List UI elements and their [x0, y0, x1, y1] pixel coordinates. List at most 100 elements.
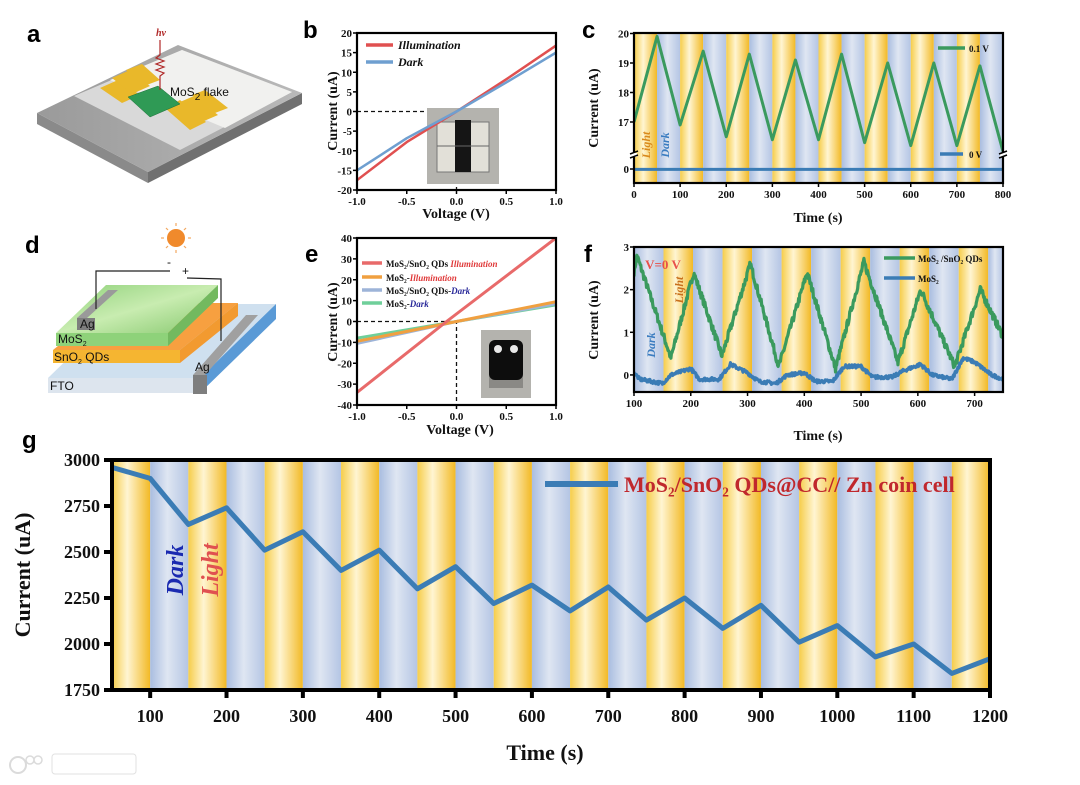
light-period-band — [680, 33, 704, 183]
legend-label: Illumination — [397, 38, 461, 52]
legend-label: MoS₂ — [918, 274, 939, 284]
annotation-light: Light — [639, 131, 653, 159]
plot-area — [112, 460, 990, 690]
y-axis-title: Current (uA) — [10, 513, 35, 638]
y-tick-label: 2500 — [64, 542, 100, 562]
y-tick-label: 2250 — [64, 588, 100, 608]
ag-right-top — [193, 315, 258, 375]
x-tick-label: 200 — [683, 398, 700, 410]
light-period-band — [634, 33, 658, 183]
dark-period-band — [657, 33, 681, 183]
plot-frame — [632, 245, 1005, 394]
light-period-band — [112, 460, 151, 690]
y-tick-label: 10 — [341, 296, 353, 308]
y-tick-label: 2750 — [64, 496, 100, 516]
legend-entry: MoS₂ /SnO₂ QDs — [918, 254, 983, 264]
legend-label-suffix: Illumination — [449, 259, 497, 269]
y-axis-title: Current (uA) — [587, 68, 602, 148]
wire-positive — [186, 277, 222, 341]
x-tick-label: 0.0 — [450, 411, 464, 423]
wire-negative — [95, 270, 170, 309]
chart-b: -1.0 -0.5 0.0 0.5 1.0 -20 -15 -10 -5 0 5 10 15 20 Volt… — [326, 28, 563, 222]
y-axis-title: Current (uA) — [326, 71, 341, 151]
y-tick-label: 19 — [618, 58, 630, 70]
panel-label-f: f — [584, 241, 593, 268]
series-line-0 — [357, 238, 556, 394]
x-tick-label: 0.5 — [499, 196, 513, 208]
x-tick-label: -1.0 — [348, 411, 366, 423]
x-tick-label: 1.0 — [549, 196, 563, 208]
y-tick-label: 5 — [347, 87, 353, 99]
axis-break — [631, 153, 637, 157]
mos2-front — [56, 333, 168, 346]
x-tick-label: 400 — [366, 706, 393, 726]
x-tick-label: 200 — [213, 706, 240, 726]
x-tick-label: 800 — [995, 189, 1012, 201]
x-tick-label: 600 — [910, 398, 927, 410]
mos2-flake — [127, 85, 181, 118]
series-line-0 — [112, 464, 990, 676]
dark-period-band — [841, 33, 865, 183]
mos2-layer-label: MoS2 — [58, 332, 87, 348]
legend-entry: MoS₂/SnO₂ QDs@CC// Zn coin cell — [624, 472, 955, 497]
legend-label: MoS₂ /SnO₂ QDs — [918, 254, 983, 264]
y-tick-label: 0 — [347, 317, 353, 329]
legend-entry: MoS₂-Dark — [386, 299, 429, 309]
y-tick-label: -5 — [343, 126, 353, 138]
sno2-layer-label: SnO2 QDs — [54, 350, 109, 366]
sun-icon — [161, 223, 191, 253]
y-tick-label: 15 — [341, 48, 353, 60]
chart-f: 100 200 300 400 500 600 700 0 1 2 3 Time (s) Current… — [587, 242, 1005, 444]
annotation-light: Light — [198, 542, 224, 598]
series-line-0 — [634, 34, 1003, 152]
dark-period-band — [302, 460, 342, 690]
y-tick-label: 3000 — [64, 450, 100, 470]
chart-c: 0 100 200 300 400 500 600 700 800 0 17 18 19 20 Time (… — [587, 29, 1012, 227]
legend-label: MoS₂- — [386, 299, 410, 309]
panel-label-b: b — [303, 17, 318, 44]
y-axis-title: Current (uA) — [326, 282, 341, 362]
ag-left-top — [77, 290, 118, 318]
light-period-band — [818, 33, 842, 183]
panel-label-g: g — [22, 427, 37, 454]
panel-label-c: c — [582, 17, 595, 44]
series-line-0 — [634, 253, 1003, 374]
fto-front — [48, 378, 200, 393]
legend-label-suffix: Dark — [450, 286, 471, 296]
sno2-side — [180, 303, 238, 363]
x-axis-title: Time (s) — [793, 429, 842, 444]
y-tick-label: -15 — [337, 165, 352, 177]
legend-label: 0.1 V — [969, 44, 989, 54]
legend-label: MoS₂- — [386, 273, 410, 283]
dark-period-band — [684, 460, 723, 690]
annotation-light: Light — [672, 276, 686, 304]
legend-entry: MoS₂ — [918, 274, 939, 284]
y-tick-label: -20 — [337, 358, 352, 370]
series-line-1 — [357, 300, 556, 343]
dark-period-band — [531, 460, 571, 690]
panel-label-d: d — [25, 232, 40, 259]
x-tick-label: 500 — [442, 706, 469, 726]
x-tick-label: 1200 — [972, 706, 1008, 726]
plot-frame — [110, 458, 992, 692]
ag-right-electrode — [193, 375, 207, 394]
substrate-window — [110, 50, 292, 128]
light-period-band — [726, 33, 750, 183]
x-tick-label: 0.5 — [499, 411, 513, 423]
dark-period-band — [379, 460, 418, 690]
legend-entry: MoS₂-Illumination — [386, 273, 457, 283]
y-tick-label: 20 — [341, 275, 353, 287]
hv-label: hv — [156, 28, 167, 39]
series-line-1 — [357, 51, 556, 172]
x-tick-label: 300 — [764, 189, 781, 201]
substrate-front-face — [37, 113, 148, 183]
y-tick-label: -10 — [337, 146, 352, 158]
light-period-band — [781, 247, 812, 392]
light-period-band — [722, 460, 761, 690]
x-tick-label: -1.0 — [348, 196, 366, 208]
legend-label-suffix: Dark — [409, 299, 430, 309]
x-tick-label: 1100 — [896, 706, 931, 726]
x-tick-label: 500 — [856, 189, 873, 201]
y-tick-label: 2 — [624, 285, 630, 297]
y-tick-label: 1750 — [64, 680, 100, 700]
